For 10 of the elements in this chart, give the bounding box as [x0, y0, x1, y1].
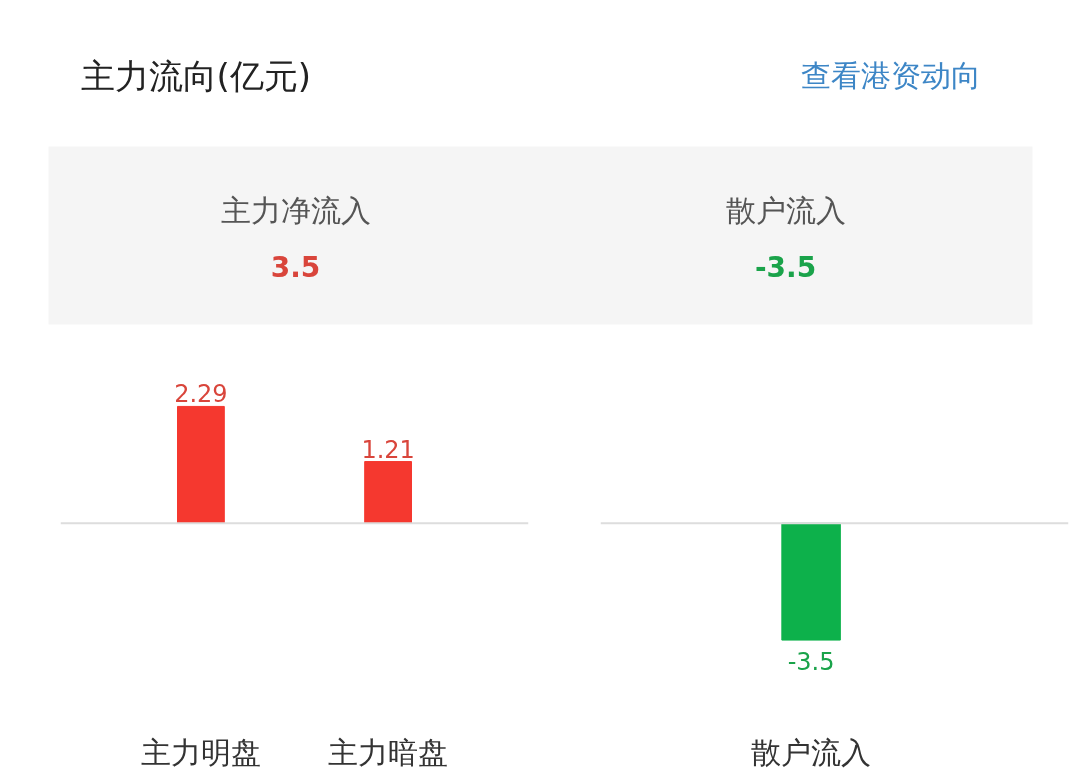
- text: -3.5: [754, 251, 817, 284]
- x-tick-label: 主力明盘: [140, 734, 261, 770]
- text: 3.5: [270, 251, 321, 284]
- text: 主力流向(亿元): [80, 55, 312, 96]
- text: 查看港资动向: [800, 58, 981, 93]
- data-label: 2.29: [174, 380, 228, 409]
- data-label: -3.5: [787, 648, 835, 677]
- x-tick-label: 主力暗盘: [328, 734, 449, 770]
- data-label: 1.21: [361, 435, 415, 464]
- text: 主力净流入: [220, 193, 371, 228]
